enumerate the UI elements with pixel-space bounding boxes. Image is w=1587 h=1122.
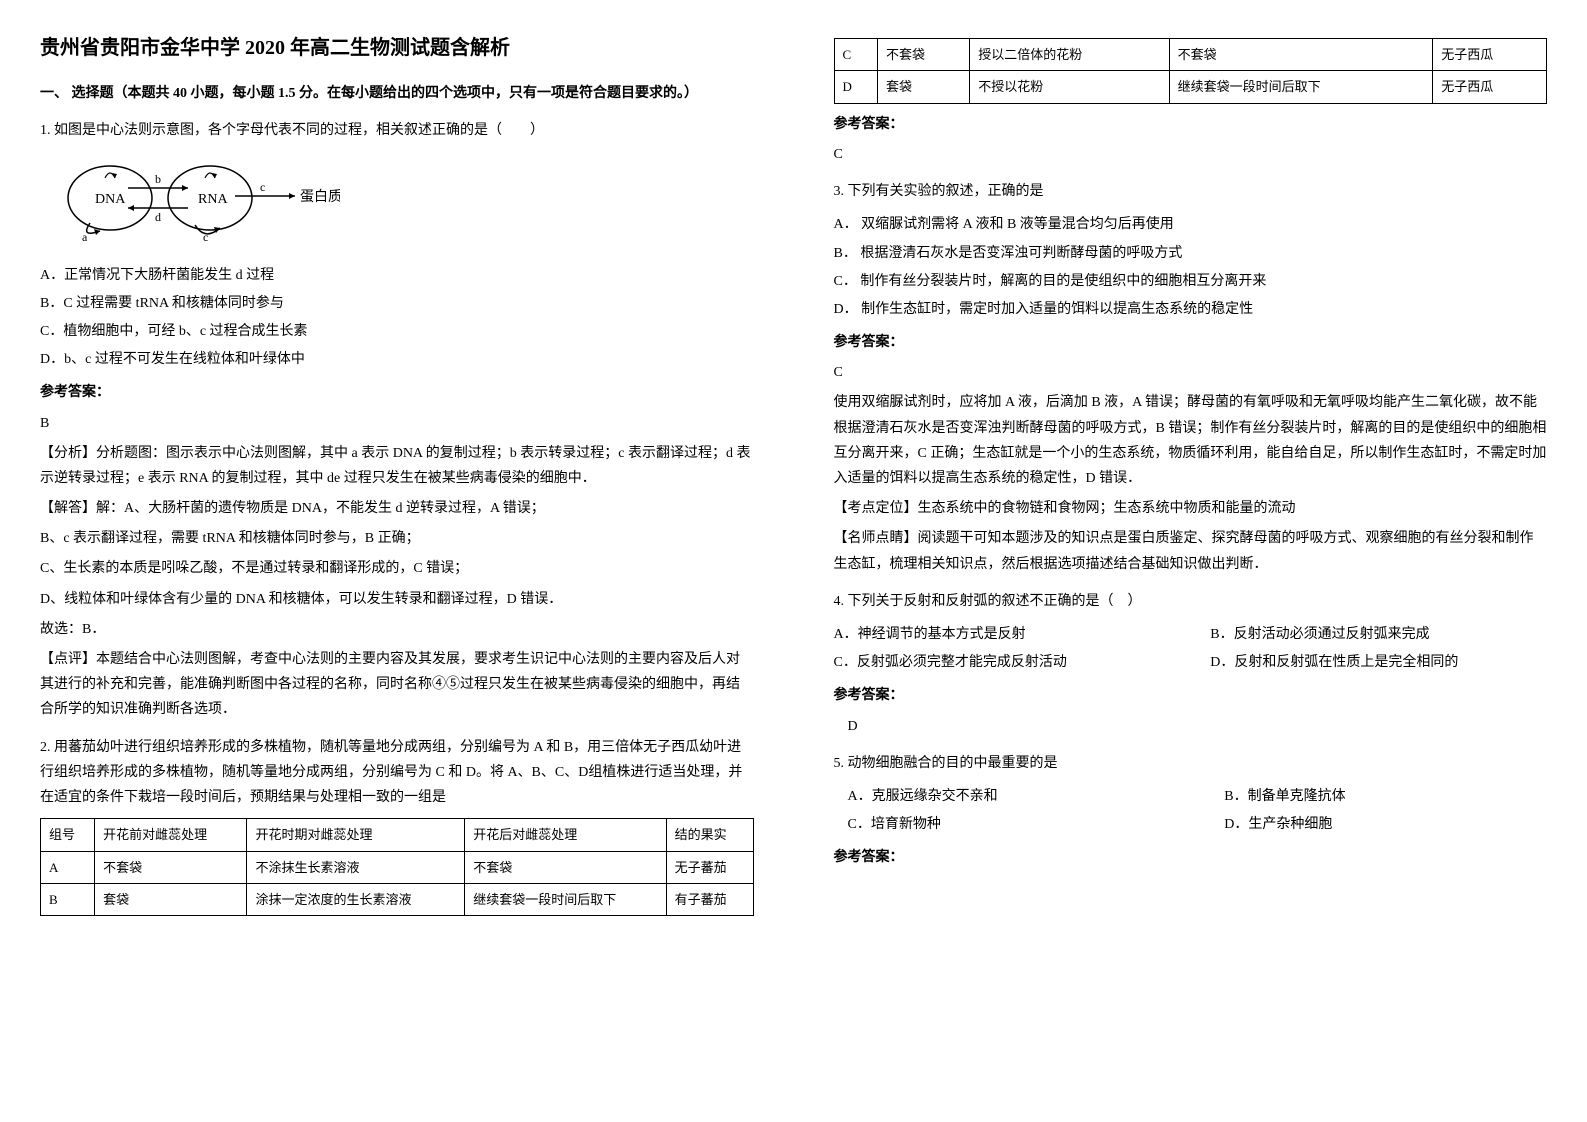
r0c0: A [41,851,95,883]
q3-optA: A． 双缩脲试剂需将 A 液和 B 液等量混合均匀后再使用 [834,212,1548,237]
q1-optA: A．正常情况下大肠杆菌能发生 d 过程 [40,263,754,288]
th-3: 开花后对雌蕊处理 [465,819,666,851]
th-0: 组号 [41,819,95,851]
q5-optA: A．克服远缘杂交不亲和 [834,784,1171,809]
q1-analysis3: B、c 表示翻译过程，需要 tRNA 和核糖体同时参与，B 正确； [40,526,754,551]
q5-optD: D．生产杂种细胞 [1210,812,1547,837]
r3c1: 套袋 [877,71,969,103]
q2-stem: 2. 用蕃茄幼叶进行组织培养形成的多株植物，随机等量地分成两组，分别编号为 A … [40,735,754,811]
q3-analysis1: 使用双缩脲试剂时，应将加 A 液，后滴加 B 液，A 错误；酵母菌的有氧呼吸和无… [834,390,1548,491]
r3c3: 继续套袋一段时间后取下 [1169,71,1433,103]
protein-label: 蛋白质 [300,189,340,205]
r0c4: 无子蕃茄 [666,851,753,883]
q1-stem: 1. 如图是中心法则示意图，各个字母代表不同的过程，相关叙述正确的是（ ） [40,118,754,143]
r0c3: 不套袋 [465,851,666,883]
q5-answer-label: 参考答案： [834,845,1548,870]
q4-answer: D [834,714,1548,739]
r2c2: 授以二倍体的花粉 [970,39,1169,71]
r1c1: 套袋 [95,883,247,915]
section-heading: 一、 选择题（本题共 40 小题，每小题 1.5 分。在每小题给出的四个选项中，… [40,81,754,106]
q4-stem: 4. 下列关于反射和反射弧的叙述不正确的是（ ） [834,589,1548,614]
th-4: 结的果实 [666,819,753,851]
q3-stem: 3. 下列有关实验的叙述，正确的是 [834,179,1548,204]
r0c2: 不涂抹生长素溶液 [247,851,465,883]
r1c4: 有子蕃茄 [666,883,753,915]
q1-analysis4: C、生长素的本质是吲哚乙酸，不是通过转录和翻译形成的，C 错误； [40,556,754,581]
q1-analysis6: 故选：B． [40,617,754,642]
q4-answer-label: 参考答案： [834,683,1548,708]
q1-optB: B．C 过程需要 tRNA 和核糖体同时参与 [40,291,754,316]
q1-optC: C．植物细胞中，可经 b、c 过程合成生长素 [40,319,754,344]
q4-optB: B．反射活动必须通过反射弧来完成 [1210,622,1547,647]
label-d: d [155,210,161,224]
q5-optC: C．培育新物种 [834,812,1171,837]
r2c4: 无子西瓜 [1433,39,1547,71]
q1-diagram: DNA RNA 蛋白质 b d c a c [60,153,754,252]
label-a: a [82,230,88,243]
q3-answer: C [834,360,1548,385]
q3-analysis3: 【名师点睛】阅读题干可知本题涉及的知识点是蛋白质鉴定、探究酵母菌的呼吸方式、观察… [834,526,1548,576]
label-e: c [203,230,208,243]
th-2: 开花时期对雌蕊处理 [247,819,465,851]
r0c1: 不套袋 [95,851,247,883]
th-1: 开花前对雌蕊处理 [95,819,247,851]
q4-optD: D．反射和反射弧在性质上是完全相同的 [1210,650,1547,675]
r2c1: 不套袋 [877,39,969,71]
r3c2: 不授以花粉 [970,71,1169,103]
q1-optD: D．b、c 过程不可发生在线粒体和叶绿体中 [40,347,754,372]
q1-analysis2: 【解答】解：A、大肠杆菌的遗传物质是 DNA，不能发生 d 逆转录过程，A 错误… [40,496,754,521]
q2-answer: C [834,142,1548,167]
right-column: C 不套袋 授以二倍体的花粉 不套袋 无子西瓜 D 套袋 不授以花粉 继续套袋一… [794,0,1587,1122]
r3c0: D [834,71,877,103]
q3-analysis2: 【考点定位】生态系统中的食物链和食物网；生态系统中物质和能量的流动 [834,496,1548,521]
q2-table-part2: C 不套袋 授以二倍体的花粉 不套袋 无子西瓜 D 套袋 不授以花粉 继续套袋一… [834,38,1548,104]
r2c3: 不套袋 [1169,39,1433,71]
q1-comment: 【点评】本题结合中心法则图解，考查中心法则的主要内容及其发展，要求考生识记中心法… [40,647,754,723]
q4-optC: C．反射弧必须完整才能完成反射活动 [834,650,1171,675]
rna-label: RNA [198,192,228,207]
q2-table-part1: 组号 开花前对雌蕊处理 开花时期对雌蕊处理 开花后对雌蕊处理 结的果实 A 不套… [40,818,754,916]
label-b: b [155,172,161,186]
q4-optA: A．神经调节的基本方式是反射 [834,622,1171,647]
q1-analysis1: 【分析】分析题图：图示表示中心法则图解，其中 a 表示 DNA 的复制过程；b … [40,441,754,491]
q3-optD: D． 制作生态缸时，需定时加入适量的饵料以提高生态系统的稳定性 [834,297,1548,322]
doc-title: 贵州省贵阳市金华中学 2020 年高二生物测试题含解析 [40,30,754,66]
r1c3: 继续套袋一段时间后取下 [465,883,666,915]
q5-optB: B．制备单克隆抗体 [1210,784,1547,809]
r1c0: B [41,883,95,915]
q5-stem: 5. 动物细胞融合的目的中最重要的是 [834,751,1548,776]
q1-answer: B [40,411,754,436]
label-c: c [260,180,265,194]
q2-answer-label: 参考答案： [834,112,1548,137]
r3c4: 无子西瓜 [1433,71,1547,103]
q3-answer-label: 参考答案： [834,330,1548,355]
q3-optC: C． 制作有丝分裂装片时，解离的目的是使组织中的细胞相互分离开来 [834,269,1548,294]
q1-analysis5: D、线粒体和叶绿体含有少量的 DNA 和核糖体，可以发生转录和翻译过程，D 错误… [40,587,754,612]
left-column: 贵州省贵阳市金华中学 2020 年高二生物测试题含解析 一、 选择题（本题共 4… [0,0,794,1122]
dna-label: DNA [95,192,126,207]
q1-answer-label: 参考答案： [40,380,754,405]
q3-optB: B． 根据澄清石灰水是否变浑浊可判断酵母菌的呼吸方式 [834,241,1548,266]
r2c0: C [834,39,877,71]
r1c2: 涂抹一定浓度的生长素溶液 [247,883,465,915]
